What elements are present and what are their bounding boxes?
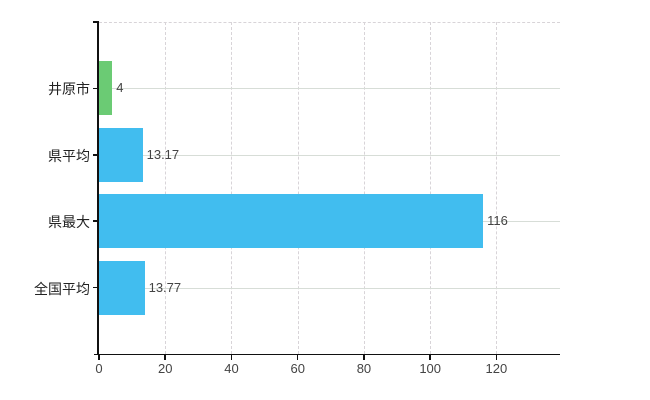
value-label: 13.17 <box>146 146 180 162</box>
x-tick-label: 120 <box>485 361 508 376</box>
y-axis-top-tick <box>93 21 99 23</box>
gridline-horizontal <box>99 154 560 156</box>
gridline-vertical <box>231 22 233 354</box>
value-label: 13.77 <box>148 279 182 295</box>
gridline-vertical <box>165 22 167 354</box>
bar <box>99 61 113 116</box>
gridline-horizontal <box>99 287 560 289</box>
value-label: 116 <box>487 213 508 229</box>
y-axis-tick <box>93 154 99 156</box>
category-label: 県最大 <box>48 214 90 231</box>
x-axis-line <box>94 353 560 355</box>
gridline-vertical <box>496 22 498 354</box>
x-axis-tick <box>429 354 431 360</box>
category-label: 井原市 <box>48 81 90 98</box>
x-tick-label: 60 <box>290 361 305 376</box>
x-tick-label: 40 <box>224 361 239 376</box>
x-axis-tick <box>98 354 100 360</box>
x-axis-tick <box>164 354 166 360</box>
y-axis-tick <box>93 220 99 222</box>
gridline-vertical <box>363 22 365 354</box>
y-axis-tick <box>93 87 99 90</box>
category-label: 県平均 <box>48 147 90 164</box>
x-axis-tick <box>296 354 299 360</box>
value-label: 4 <box>116 80 124 96</box>
x-tick-label: 80 <box>356 361 372 376</box>
plot-top-border <box>99 22 560 23</box>
bar <box>99 127 143 182</box>
bar <box>99 260 145 315</box>
y-axis-line <box>97 22 99 355</box>
x-axis-tick <box>495 354 498 360</box>
x-tick-label: 0 <box>95 361 103 376</box>
x-axis-tick <box>363 354 365 360</box>
x-axis-tick <box>230 354 233 360</box>
gridline-vertical <box>430 22 432 354</box>
gridline-horizontal <box>99 88 560 90</box>
y-axis-tick <box>93 286 99 289</box>
x-tick-label: 100 <box>419 361 442 376</box>
x-tick-label: 20 <box>158 361 173 376</box>
gridline-vertical <box>297 22 299 354</box>
bar <box>99 194 484 249</box>
category-label: 全国平均 <box>34 280 90 297</box>
